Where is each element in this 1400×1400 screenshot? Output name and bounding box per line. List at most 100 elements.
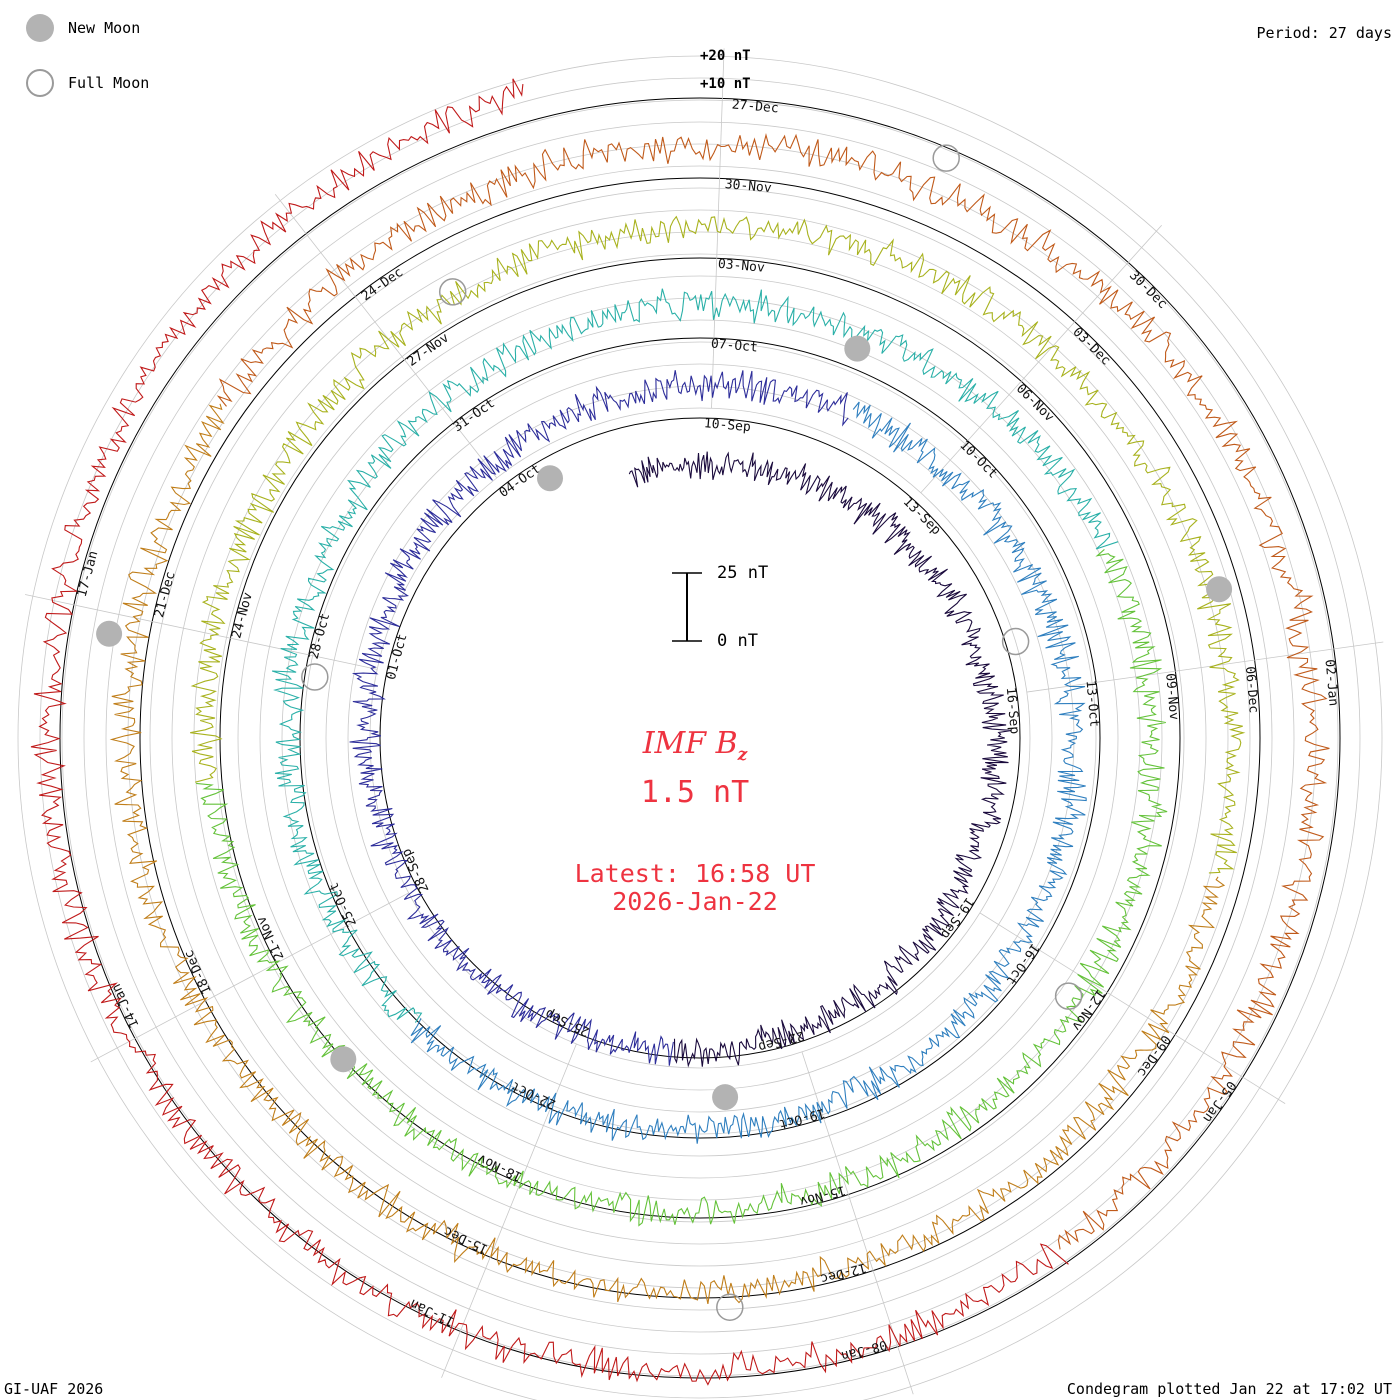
parameter-subscript: z	[737, 745, 748, 765]
latest-timestamp: Latest: 16:58 UT 2026-Jan-22	[540, 860, 850, 916]
ring-date-label: 13-Oct	[1082, 680, 1101, 728]
ring-date-label: 28-Sep	[399, 846, 433, 895]
scale-top-label: 25 nT	[717, 563, 769, 583]
trace-segment	[628, 451, 1012, 1068]
latest-time: Latest: 16:58 UT	[574, 859, 816, 888]
baseline-ring	[379, 417, 1021, 1059]
trace-segment	[190, 215, 1246, 874]
ring-date-label: 09-Dec	[1134, 1032, 1173, 1079]
scale-bottom-label: 0 nT	[717, 631, 758, 651]
ring-date-label: 21-Dec	[152, 570, 179, 619]
grid-ring	[61, 99, 1339, 1377]
day-spoke	[90, 892, 409, 1063]
moon-markers	[96, 144, 1233, 1321]
footer-plotted: Condegram plotted Jan 22 at 17:02 UT	[1066, 1380, 1392, 1398]
new-moon-icon	[26, 14, 54, 42]
trace-segment	[109, 403, 1226, 1305]
footer-credit: GI-UAF 2026	[4, 1380, 104, 1398]
grid-ring	[17, 55, 1383, 1400]
ring-date-label: 06-Nov	[1013, 381, 1057, 425]
grid-ring	[171, 209, 1229, 1267]
trace-segment	[410, 401, 1087, 1144]
ring-date-label: 25-Sep	[543, 1005, 592, 1039]
ring-date-label: 01-Oct	[384, 632, 411, 681]
ring-date-label: 09-Nov	[1162, 673, 1181, 721]
trace-segment	[216, 133, 1330, 1250]
day-spoke	[274, 194, 498, 479]
grid-rings	[17, 55, 1383, 1400]
grid-ring	[369, 407, 1031, 1069]
baseline-ring	[59, 97, 1341, 1379]
trace-segment	[271, 288, 1119, 1023]
full-moon-marker	[932, 144, 960, 172]
ring-date-label: 18-Dec	[182, 947, 215, 996]
ring-date-label: 16-Sep	[1003, 687, 1022, 735]
new-moon-marker	[330, 1046, 357, 1073]
trace-segment	[349, 370, 849, 1066]
grid-ring	[325, 363, 1075, 1113]
legend-full-moon: Full Moon	[26, 69, 149, 97]
trace-segment	[196, 548, 1168, 1227]
baseline-ring	[139, 177, 1261, 1299]
ring-date-label: 07-Oct	[710, 336, 758, 355]
ring-date-label: 02-Jan	[1322, 659, 1341, 707]
day-spoke	[1026, 641, 1384, 693]
new-moon-marker	[844, 335, 871, 362]
ring-date-label: 24-Dec	[359, 265, 406, 304]
day-spoke	[801, 1051, 914, 1395]
full-moon-marker	[438, 278, 467, 306]
ring-date-label: 31-Oct	[451, 396, 498, 435]
day-spoke	[24, 594, 378, 670]
grid-ring	[83, 121, 1317, 1355]
legend-new-moon: New Moon	[26, 14, 140, 42]
full-moon-marker	[301, 663, 329, 691]
trace-segment	[30, 78, 1069, 1386]
full-moon-marker	[716, 1293, 744, 1321]
grid-ring	[303, 341, 1097, 1135]
full-moon-marker	[1054, 982, 1083, 1010]
latest-date: 2026-Jan-22	[612, 887, 778, 916]
ring-date-label: 06-Dec	[1242, 666, 1261, 714]
day-spoke	[920, 224, 1162, 494]
full-moon-marker	[1001, 627, 1030, 656]
ring-date-label: 10-Oct	[956, 438, 1000, 482]
new-moon-marker	[537, 465, 563, 492]
ring-date-label: 15-Nov	[798, 1182, 847, 1209]
ring-date-label: 25-Oct	[327, 880, 360, 929]
day-spoke	[979, 912, 1286, 1104]
grid-ring	[39, 77, 1361, 1399]
ring-date-label: 22-Sep	[756, 1027, 805, 1054]
grid-ring	[105, 143, 1295, 1333]
reference-plus10-label: +10 nT	[700, 76, 751, 92]
day-spoke	[711, 48, 725, 409]
grid-ring	[215, 253, 1185, 1223]
ring-date-label: 24-Nov	[229, 591, 256, 640]
ring-date-label: 10-Sep	[703, 416, 751, 435]
ring-date-label: 27-Dec	[731, 97, 779, 116]
legend-full-moon-label: Full Moon	[68, 74, 150, 92]
ring-date-label: 28-Oct	[307, 612, 334, 661]
new-moon-marker	[96, 620, 123, 647]
parameter-name: IMF B	[642, 726, 738, 761]
reference-plus20-label: +20 nT	[700, 48, 751, 64]
ring-date-label: 30-Dec	[1126, 268, 1170, 312]
grid-ring	[127, 165, 1273, 1311]
ring-date-label: 08-Jan	[839, 1337, 888, 1364]
baseline-ring	[299, 337, 1101, 1139]
new-moon-marker	[1206, 576, 1233, 603]
ring-date-label: 03-Dec	[1069, 325, 1113, 369]
full-moon-icon	[26, 69, 54, 97]
ring-date-label: 30-Nov	[724, 177, 772, 196]
current-value: 1.5 nT	[640, 775, 750, 810]
grid-ring	[237, 275, 1163, 1201]
period-label: Period: 27 days	[1256, 24, 1392, 42]
scale-bar	[672, 572, 702, 642]
legend-new-moon-label: New Moon	[68, 19, 141, 37]
ring-date-label: 17-Jan	[75, 549, 102, 598]
new-moon-marker	[712, 1084, 739, 1111]
grid-ring	[193, 231, 1207, 1245]
ring-date-label: 22-Oct	[509, 1078, 558, 1111]
parameter-title: IMF Bz	[540, 726, 850, 765]
ring-date-label: 15-Dec	[442, 1223, 491, 1256]
